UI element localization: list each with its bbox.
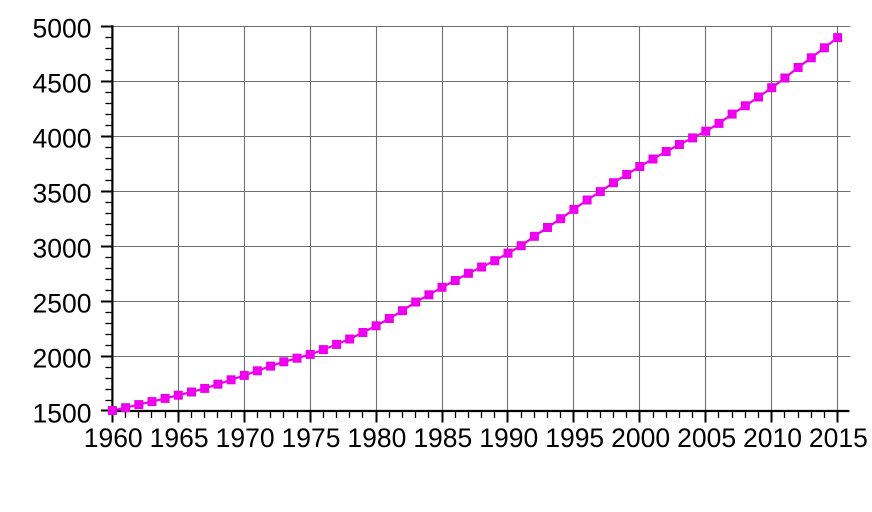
svg-text:2000: 2000	[33, 343, 92, 373]
svg-text:4500: 4500	[33, 69, 92, 99]
svg-text:3000: 3000	[33, 233, 92, 263]
svg-text:2005: 2005	[677, 423, 736, 453]
svg-text:1960: 1960	[84, 423, 143, 453]
svg-text:2000: 2000	[611, 423, 670, 453]
svg-text:1985: 1985	[413, 423, 472, 453]
svg-text:2500: 2500	[33, 288, 92, 318]
svg-text:1990: 1990	[479, 423, 538, 453]
svg-text:5000: 5000	[33, 14, 92, 44]
svg-text:1980: 1980	[347, 423, 406, 453]
svg-text:1500: 1500	[33, 398, 92, 428]
svg-text:1975: 1975	[282, 423, 341, 453]
svg-text:4000: 4000	[33, 124, 92, 154]
svg-text:1970: 1970	[216, 423, 275, 453]
svg-text:1995: 1995	[545, 423, 604, 453]
svg-text:1965: 1965	[150, 423, 209, 453]
svg-text:3500: 3500	[33, 179, 92, 209]
svg-text:2010: 2010	[743, 423, 802, 453]
svg-text:2015: 2015	[809, 423, 868, 453]
